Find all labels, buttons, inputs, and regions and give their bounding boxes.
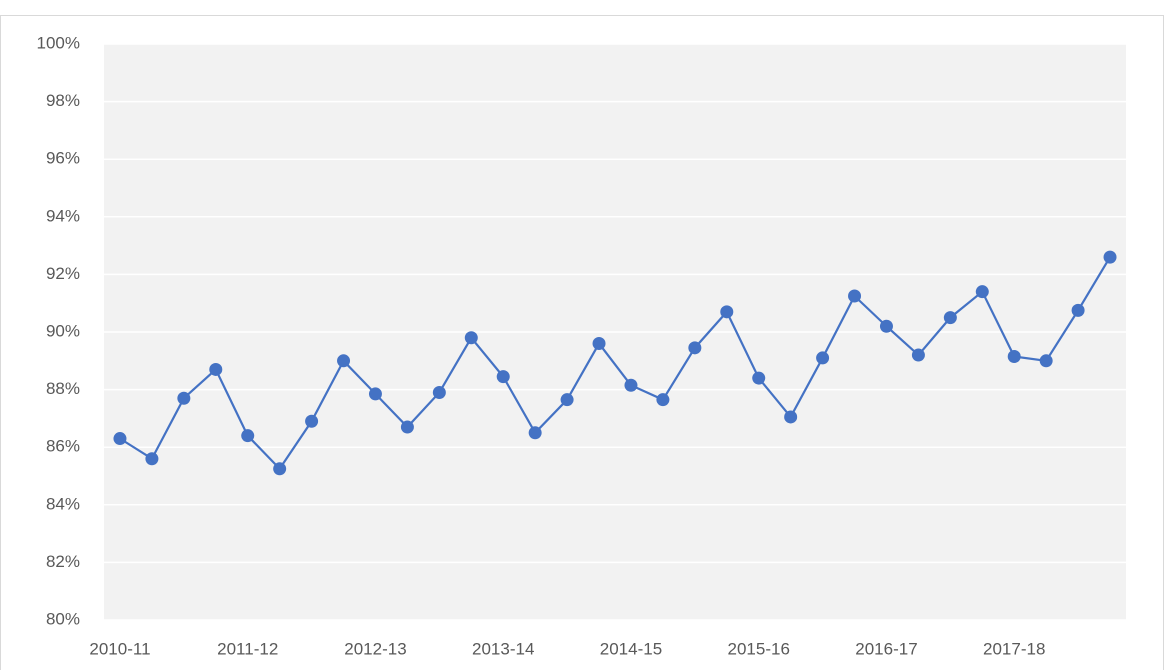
data-point xyxy=(975,285,989,299)
x-tick-label: 2016-17 xyxy=(855,639,917,658)
data-point xyxy=(273,462,287,476)
data-point xyxy=(528,426,542,440)
data-line xyxy=(119,256,1111,471)
data-point xyxy=(752,371,766,385)
x-tick-label: 2015-16 xyxy=(728,639,790,658)
data-point xyxy=(624,378,638,392)
y-tick-label: 80% xyxy=(46,609,80,628)
data-point xyxy=(1071,303,1085,317)
y-tick-label: 98% xyxy=(46,91,80,110)
y-tick-label: 96% xyxy=(46,149,80,168)
data-point xyxy=(592,337,606,351)
data-point xyxy=(1103,250,1117,264)
y-tick-label: 82% xyxy=(46,552,80,571)
data-point xyxy=(368,387,382,401)
data-point xyxy=(688,341,702,355)
y-tick-label: 90% xyxy=(46,321,80,340)
y-tick-label: 86% xyxy=(46,437,80,456)
data-point xyxy=(209,362,223,376)
data-point xyxy=(145,452,159,466)
x-tick-label: 2017-18 xyxy=(983,639,1045,658)
data-point xyxy=(911,348,925,362)
y-tick-label: 92% xyxy=(46,264,80,283)
data-point xyxy=(464,331,478,345)
y-tick-label: 88% xyxy=(46,379,80,398)
data-point xyxy=(113,432,127,446)
data-point xyxy=(177,391,191,405)
data-point xyxy=(1007,349,1021,363)
y-tick-label: 94% xyxy=(46,206,80,225)
data-point xyxy=(496,370,510,384)
data-point xyxy=(656,393,670,407)
data-point xyxy=(816,351,830,365)
x-tick-label: 2010-11 xyxy=(89,639,150,658)
data-point xyxy=(337,354,351,368)
data-point xyxy=(560,393,574,407)
data-point xyxy=(720,305,734,319)
data-point xyxy=(305,414,319,428)
data-point xyxy=(879,319,893,333)
x-tick-label: 2011-12 xyxy=(217,639,278,658)
data-point xyxy=(432,385,446,399)
data-point xyxy=(943,311,957,325)
data-point xyxy=(241,429,255,443)
y-tick-label: 100% xyxy=(37,33,80,52)
x-tick-label: 2014-15 xyxy=(600,639,662,658)
x-tick-label: 2012-13 xyxy=(344,639,406,658)
data-point xyxy=(400,420,414,434)
data-point xyxy=(784,410,798,424)
y-tick-label: 84% xyxy=(46,494,80,513)
x-tick-label: 2013-14 xyxy=(472,639,534,658)
data-point xyxy=(848,289,862,303)
data-point xyxy=(1039,354,1053,368)
